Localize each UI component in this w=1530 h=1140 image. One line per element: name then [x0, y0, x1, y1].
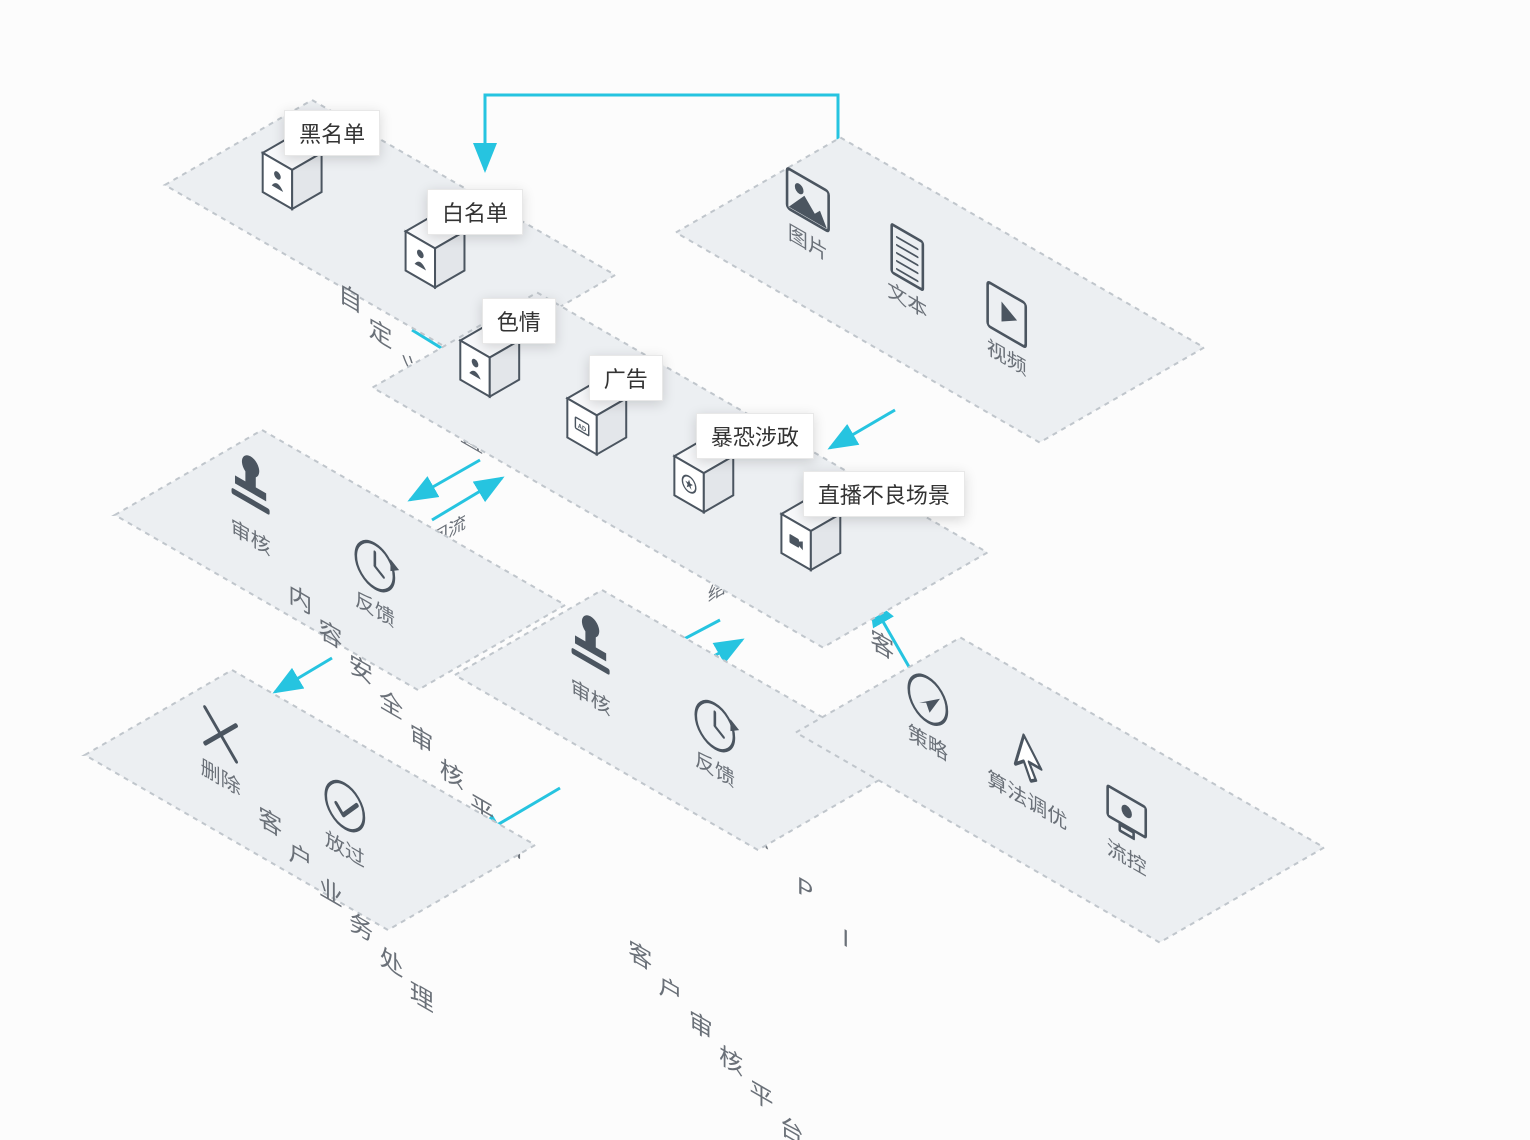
panel-title-char: 审: [409, 720, 433, 761]
panel-customer_data: [676, 138, 1204, 443]
callout-label: 白名单: [427, 189, 523, 235]
flow-arrow: [410, 460, 480, 500]
panel-business_process: [85, 670, 535, 930]
callout-label: 直播不良场景: [803, 471, 965, 517]
panel-title-char: 定: [369, 313, 393, 354]
flow-arrow: [485, 95, 838, 170]
flow-arrow: [432, 478, 502, 520]
callout-label: 广告: [589, 355, 663, 401]
panel-title-char: 客: [628, 936, 652, 977]
panel-title-char: 户: [659, 971, 683, 1012]
panel-title-char: 处: [379, 942, 403, 983]
flow-arrow: [275, 658, 332, 692]
panel-title-char: 理: [410, 978, 434, 1018]
callout-label: 色情: [482, 298, 556, 344]
panel-title-char: 客: [870, 625, 894, 666]
architecture-diagram: 结果回流结果回流 自定义设置客户数据内容检测API内容安全审核平台客户审核平台客…: [0, 0, 1530, 1140]
panel-title-char: 核: [440, 755, 464, 796]
panel-title-char: 核: [719, 1041, 743, 1082]
panel-title-char: I: [842, 924, 849, 954]
flow-arrow: [830, 410, 895, 448]
panel-title-char: 审: [689, 1006, 713, 1047]
panel-title-char: 台: [780, 1111, 804, 1140]
panel-title-char: 全: [379, 685, 403, 726]
panel-algo_ops: [796, 638, 1324, 943]
panel-title-char: 平: [749, 1077, 773, 1117]
callout-label: 黑名单: [284, 110, 380, 156]
panel-title-char: P: [797, 872, 813, 907]
callout-label: 暴恐涉政: [696, 413, 814, 459]
